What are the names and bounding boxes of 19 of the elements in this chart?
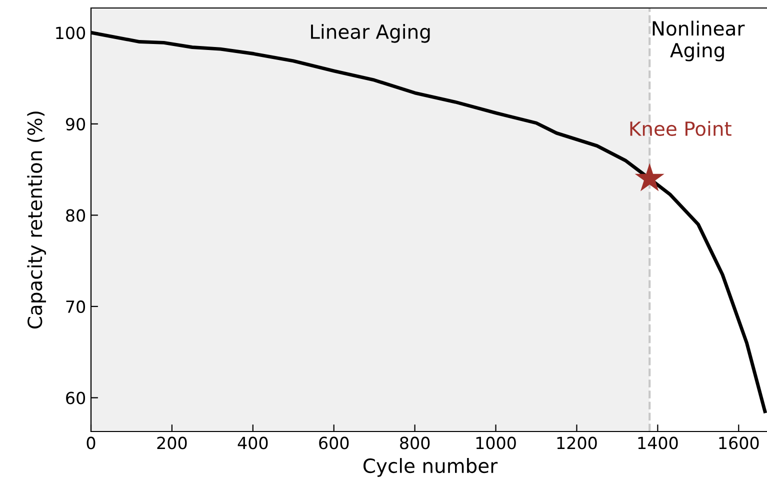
x-tick-label: 1400	[638, 436, 678, 450]
band-label: Linear Aging	[311, 24, 430, 43]
annotation: Knee Point	[630, 120, 732, 136]
y-tick-label: 70	[66, 300, 86, 314]
x-tick-label: 400	[238, 436, 268, 450]
x-tick-label: 0	[86, 436, 96, 450]
x-tick-label: 1600	[719, 436, 759, 450]
annotation: Nonlinear Aging	[652, 20, 745, 62]
x-tick-label: 200	[157, 436, 187, 450]
y-tick-label: 80	[66, 209, 86, 222]
y-axis-title: Capacity retention (%)	[27, 112, 46, 328]
x-tick-label: 1000	[476, 436, 516, 450]
x-tick-label: 600	[319, 436, 349, 450]
x-axis-title: Cycle number	[363, 458, 498, 477]
y-tick-label: 60	[66, 392, 86, 404]
y-tick-label: 90	[66, 118, 86, 130]
y-tick-label: 100	[56, 26, 86, 40]
x-tick-label: 800	[400, 436, 430, 450]
x-tick-label: 1200	[557, 436, 597, 450]
